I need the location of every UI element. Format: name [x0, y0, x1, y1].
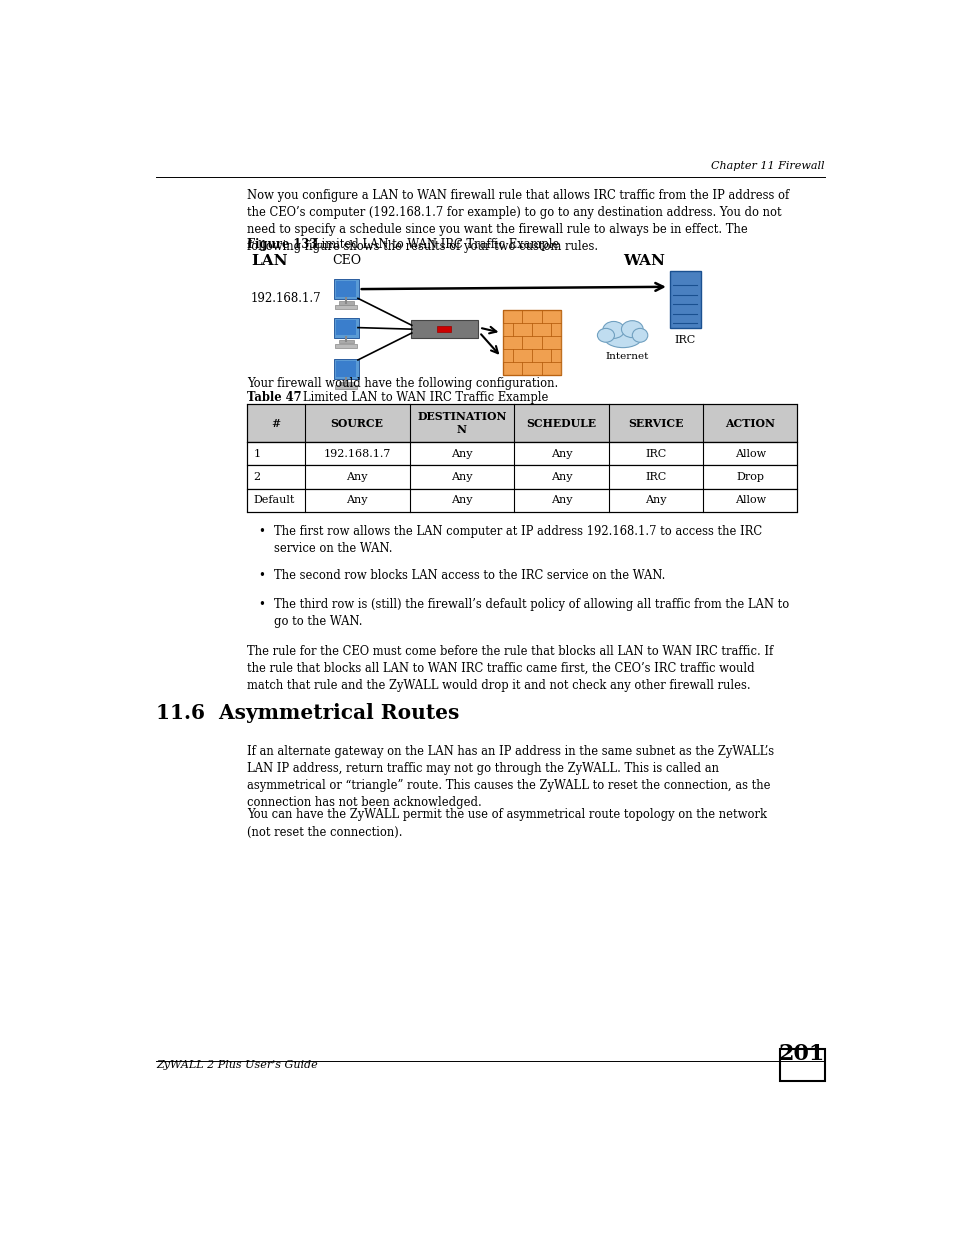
- Ellipse shape: [620, 321, 642, 337]
- Text: Drop: Drop: [736, 472, 763, 482]
- Text: Any: Any: [644, 495, 666, 505]
- Text: Internet: Internet: [604, 352, 648, 362]
- Text: 2: 2: [253, 472, 260, 482]
- FancyBboxPatch shape: [779, 1049, 823, 1082]
- FancyBboxPatch shape: [334, 359, 358, 379]
- Text: ACTION: ACTION: [724, 417, 775, 429]
- Text: Any: Any: [346, 495, 368, 505]
- Text: Your firewall would have the following configuration.: Your firewall would have the following c…: [247, 377, 558, 390]
- Text: LAN: LAN: [251, 253, 287, 268]
- Text: WAN: WAN: [622, 253, 664, 268]
- Text: You can have the ZyWALL permit the use of asymmetrical route topology on the net: You can have the ZyWALL permit the use o…: [247, 809, 766, 839]
- Text: The first row allows the LAN computer at IP address 192.168.1.7 to access the IR: The first row allows the LAN computer at…: [274, 526, 761, 556]
- FancyBboxPatch shape: [502, 310, 560, 375]
- Text: Default: Default: [253, 495, 294, 505]
- Text: If an alternate gateway on the LAN has an IP address in the same subnet as the Z: If an alternate gateway on the LAN has a…: [247, 746, 774, 809]
- Text: SOURCE: SOURCE: [331, 417, 383, 429]
- Text: DESTINATION
N: DESTINATION N: [416, 411, 506, 435]
- FancyBboxPatch shape: [334, 317, 358, 337]
- Text: SCHEDULE: SCHEDULE: [526, 417, 596, 429]
- Text: SERVICE: SERVICE: [627, 417, 683, 429]
- Text: The rule for the CEO must come before the rule that blocks all LAN to WAN IRC tr: The rule for the CEO must come before th…: [247, 645, 773, 693]
- Text: CEO: CEO: [332, 253, 361, 267]
- Ellipse shape: [603, 326, 641, 347]
- Text: IRC: IRC: [644, 472, 666, 482]
- Text: Any: Any: [550, 472, 572, 482]
- Text: Figure 133: Figure 133: [247, 238, 317, 251]
- FancyBboxPatch shape: [335, 385, 356, 389]
- FancyBboxPatch shape: [338, 382, 354, 384]
- Text: ZyWALL 2 Plus User's Guide: ZyWALL 2 Plus User's Guide: [156, 1060, 318, 1070]
- FancyBboxPatch shape: [338, 301, 354, 305]
- Ellipse shape: [597, 329, 614, 342]
- Text: Any: Any: [451, 448, 473, 459]
- FancyBboxPatch shape: [247, 489, 797, 511]
- Text: The second row blocks LAN access to the IRC service on the WAN.: The second row blocks LAN access to the …: [274, 568, 665, 582]
- FancyBboxPatch shape: [669, 270, 700, 327]
- FancyBboxPatch shape: [247, 442, 797, 466]
- Text: Any: Any: [346, 472, 368, 482]
- Text: Allow: Allow: [734, 495, 765, 505]
- Text: Allow: Allow: [734, 448, 765, 459]
- Text: Now you configure a LAN to WAN firewall rule that allows IRC traffic from the IP: Now you configure a LAN to WAN firewall …: [247, 189, 788, 253]
- FancyBboxPatch shape: [334, 279, 358, 299]
- Ellipse shape: [632, 329, 647, 342]
- FancyBboxPatch shape: [335, 305, 356, 309]
- Text: 201: 201: [778, 1044, 824, 1066]
- FancyBboxPatch shape: [247, 466, 797, 489]
- Text: 192.168.1.7: 192.168.1.7: [251, 293, 321, 305]
- Text: 1: 1: [253, 448, 260, 459]
- Text: 192.168.1.7: 192.168.1.7: [323, 448, 391, 459]
- FancyBboxPatch shape: [247, 404, 797, 442]
- Text: 11.6  Asymmetrical Routes: 11.6 Asymmetrical Routes: [156, 703, 459, 722]
- Text: Limited LAN to WAN IRC Traffic Example: Limited LAN to WAN IRC Traffic Example: [292, 390, 548, 404]
- Text: Limited LAN to WAN IRC Traffic Example: Limited LAN to WAN IRC Traffic Example: [303, 238, 558, 251]
- Text: •: •: [258, 568, 265, 582]
- Text: •: •: [258, 526, 265, 538]
- Text: IRC: IRC: [674, 335, 695, 345]
- FancyBboxPatch shape: [411, 320, 478, 338]
- FancyBboxPatch shape: [335, 282, 356, 296]
- Text: IRC: IRC: [644, 448, 666, 459]
- Text: Chapter 11 Firewall: Chapter 11 Firewall: [710, 162, 823, 172]
- FancyBboxPatch shape: [335, 320, 356, 336]
- FancyBboxPatch shape: [436, 326, 451, 332]
- Text: The third row is (still) the firewall’s default policy of allowing all traffic f: The third row is (still) the firewall’s …: [274, 598, 789, 629]
- Text: Any: Any: [451, 495, 473, 505]
- FancyBboxPatch shape: [335, 343, 356, 347]
- Text: Any: Any: [451, 472, 473, 482]
- Text: Table 47: Table 47: [247, 390, 301, 404]
- Ellipse shape: [602, 321, 624, 338]
- FancyBboxPatch shape: [338, 340, 354, 343]
- FancyBboxPatch shape: [335, 362, 356, 377]
- Text: •: •: [258, 598, 265, 611]
- Text: #: #: [271, 417, 280, 429]
- Text: Any: Any: [550, 448, 572, 459]
- Text: Any: Any: [550, 495, 572, 505]
